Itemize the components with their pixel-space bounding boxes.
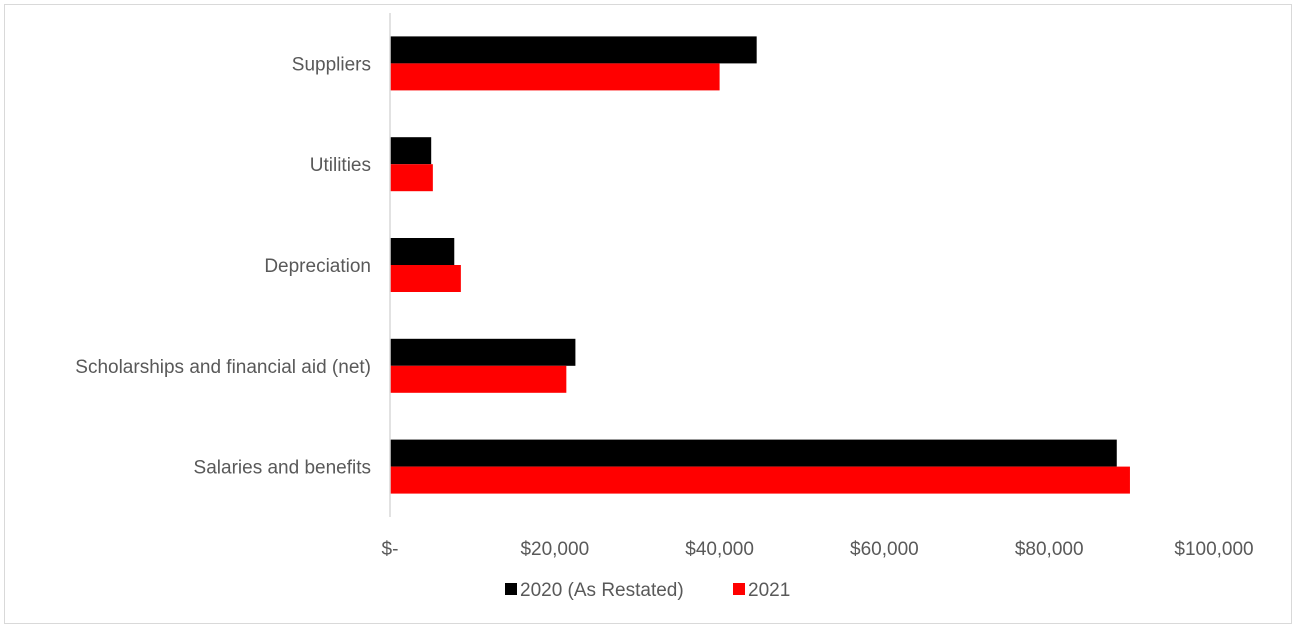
bar-0-1 bbox=[390, 137, 432, 165]
bars-group bbox=[390, 36, 1130, 494]
tick-label: $20,000 bbox=[520, 539, 589, 560]
category-label: Depreciation bbox=[264, 256, 371, 277]
bar-0-4 bbox=[390, 439, 1117, 467]
category-label: Utilities bbox=[310, 155, 371, 176]
bar-0-2 bbox=[390, 238, 455, 265]
bar-0-0 bbox=[390, 36, 757, 64]
value-tick-labels: $- $20,000 $40,000 $60,000 $80,000 $100,000 bbox=[382, 539, 1254, 560]
tick-label: $40,000 bbox=[685, 539, 754, 560]
tick-label: $- bbox=[382, 539, 399, 560]
bar-1-3 bbox=[390, 365, 567, 393]
bar-0-3 bbox=[390, 338, 576, 366]
legend-label-0: 2020 (As Restated) bbox=[520, 580, 684, 601]
chart-frame: Suppliers Utilities Depreciation Scholarshi… bbox=[4, 4, 1292, 624]
bar-1-1 bbox=[390, 164, 433, 192]
bar-1-2 bbox=[390, 265, 461, 292]
legend-label-1: 2021 bbox=[748, 580, 790, 601]
category-label: Scholarships and financial aid (net) bbox=[75, 357, 371, 378]
tick-label: $100,000 bbox=[1174, 539, 1253, 560]
tick-label: $60,000 bbox=[850, 539, 919, 560]
tick-label: $80,000 bbox=[1015, 539, 1084, 560]
legend-swatch-1 bbox=[733, 583, 745, 595]
category-label: Salaries and benefits bbox=[194, 458, 371, 479]
category-labels: Suppliers Utilities Depreciation Scholarshi… bbox=[75, 54, 371, 478]
bar-1-0 bbox=[390, 63, 720, 91]
expense-bar-chart: Suppliers Utilities Depreciation Scholarshi… bbox=[75, 13, 1254, 601]
legend-swatch-0 bbox=[505, 583, 517, 595]
legend: 2020 (As Restated) 2021 bbox=[505, 580, 790, 601]
bar-1-4 bbox=[390, 466, 1130, 494]
category-label: Suppliers bbox=[292, 54, 371, 75]
